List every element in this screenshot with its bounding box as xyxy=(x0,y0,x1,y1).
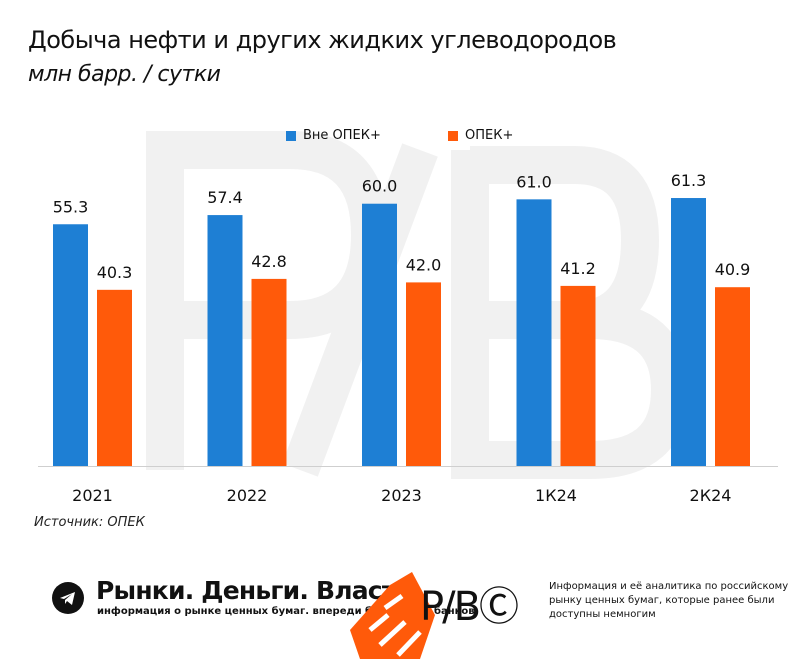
data-label-non-opec-2023: 60.0 xyxy=(362,177,398,196)
chart-subtitle: млн барр. / сутки xyxy=(28,62,221,87)
legend-item-non-opec: Вне ОПЕК+ xyxy=(286,128,381,143)
bar-opec-1К24 xyxy=(560,285,596,466)
rvb-logo: Р/ВⒸ xyxy=(420,584,519,630)
chart-title: Добыча нефти и других жидких углеводород… xyxy=(28,26,617,54)
legend-label-non-opec: Вне ОПЕК+ xyxy=(303,128,381,143)
bar-opec-2022 xyxy=(251,278,287,466)
bar-non-opec-2021 xyxy=(53,224,88,466)
legend-swatch-non-opec xyxy=(286,130,296,141)
x-tick-label-2023: 2023 xyxy=(381,486,422,505)
bar-non-opec-2023 xyxy=(362,203,397,466)
brand-tagline: информация о рынке ценных бумаг. впереди… xyxy=(97,606,479,617)
data-label-non-opec-2021: 55.3 xyxy=(53,197,89,216)
telegram-icon[interactable] xyxy=(52,582,84,614)
bar-chart: 55.3 40.3 2021 57.4 42.8 2022 60.0 42.0 2023 61.0… xyxy=(38,171,778,505)
bar-non-opec-2022 xyxy=(207,215,243,466)
bar-non-opec-2К24 xyxy=(671,198,706,466)
bar-opec-2К24 xyxy=(715,287,750,466)
x-tick-label-2022: 2022 xyxy=(227,486,268,505)
x-tick-label-1К24: 1К24 xyxy=(535,486,577,505)
footer: Рынки. Деньги. Власть. информация о рынк… xyxy=(0,560,800,659)
bar-opec-2023 xyxy=(406,282,441,466)
data-label-opec-2023: 42.0 xyxy=(406,255,442,274)
x-tick-label-2К24: 2К24 xyxy=(690,486,732,505)
data-label-opec-2К24: 40.9 xyxy=(715,260,751,279)
data-label-opec-1К24: 41.2 xyxy=(560,259,596,278)
source-note: Источник: ОПЕК xyxy=(34,515,145,530)
data-label-non-opec-2022: 57.4 xyxy=(207,188,243,207)
legend-item-opec: ОПЕК+ xyxy=(448,128,513,143)
data-label-opec-2022: 42.8 xyxy=(251,252,287,271)
x-tick-label-2021: 2021 xyxy=(72,486,113,505)
telegram-glyph xyxy=(60,592,75,605)
data-label-non-opec-1К24: 61.0 xyxy=(516,172,552,191)
legend-swatch-opec xyxy=(448,130,458,141)
orange-logo-mark xyxy=(350,572,435,659)
legend-label-opec: ОПЕК+ xyxy=(465,128,514,143)
brand-name: Рынки. Деньги. Власть. xyxy=(96,576,420,605)
data-label-opec-2021: 40.3 xyxy=(97,263,133,282)
bar-opec-2021 xyxy=(97,289,132,466)
bar-non-opec-1К24 xyxy=(516,199,552,467)
footer-description: Информация и её аналитика по российскому… xyxy=(549,581,789,620)
data-label-non-opec-2К24: 61.3 xyxy=(671,171,707,190)
